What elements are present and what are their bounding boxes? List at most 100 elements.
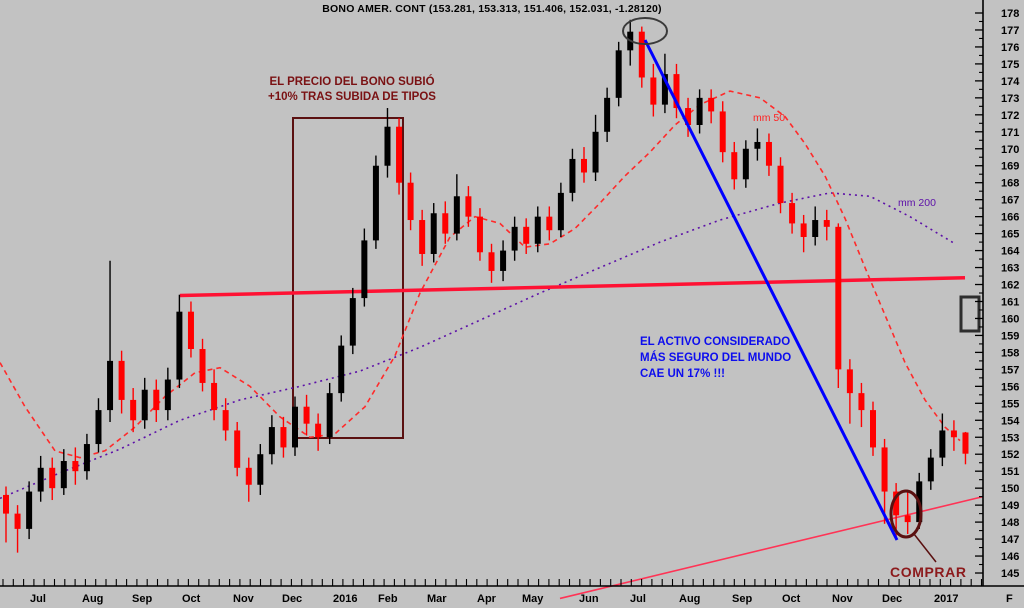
candle-body xyxy=(581,158,587,173)
y-axis-label: 163 xyxy=(1001,263,1019,275)
candle-body xyxy=(338,345,345,394)
candle-body xyxy=(904,515,911,523)
mm50-curve xyxy=(0,90,961,459)
y-axis-label: 156 xyxy=(1001,381,1019,393)
candle-body xyxy=(488,252,495,271)
drop-annotation-line3: CAE UN 17% !!! xyxy=(640,368,725,380)
candle-body xyxy=(60,461,67,489)
candle-body xyxy=(823,220,830,227)
rally-box xyxy=(292,117,404,439)
candle-body xyxy=(523,226,530,244)
candle-body xyxy=(326,393,333,438)
buy-pointer-line xyxy=(913,533,937,563)
x-axis-label: May xyxy=(522,593,544,605)
x-axis-label: Mar xyxy=(427,593,447,605)
x-axis-label: F xyxy=(1006,593,1013,605)
candle-body xyxy=(442,213,449,234)
drop-annotation: EL ACTIVO CONSIDERADO MÁS SEGURO DEL MUN… xyxy=(640,334,791,382)
candle-body xyxy=(708,97,715,112)
candle-body xyxy=(14,513,21,529)
candle-body xyxy=(881,447,888,492)
x-axis-label: Jul xyxy=(630,593,646,605)
candle-body xyxy=(939,430,946,458)
candle-body xyxy=(176,311,183,380)
y-axis-label: 153 xyxy=(1001,432,1019,444)
candle-body xyxy=(164,379,171,411)
y-axis-label: 172 xyxy=(1001,110,1019,122)
chart-title: BONO AMER. CONT (153.281, 153.313, 151.4… xyxy=(322,3,662,15)
candle-body xyxy=(835,226,842,370)
y-axis-label: 165 xyxy=(1001,229,1019,241)
y-axis-label: 173 xyxy=(1001,93,1019,105)
candle-body xyxy=(72,461,79,472)
candle-body xyxy=(26,491,33,529)
candle-body xyxy=(962,432,969,454)
y-axis-label: 171 xyxy=(1001,127,1019,139)
candle-body xyxy=(3,494,9,514)
y-axis-label: 157 xyxy=(1001,364,1019,376)
y-axis-label: 151 xyxy=(1001,466,1019,478)
y-axis-label: 164 xyxy=(1001,246,1020,258)
y-axis-label: 158 xyxy=(1001,347,1019,359)
y-axis-label: 159 xyxy=(1001,330,1019,342)
x-axis-label: Dec xyxy=(282,593,302,605)
candle-body xyxy=(800,223,807,238)
candle-body xyxy=(95,410,102,445)
x-axis-label: Oct xyxy=(782,593,801,605)
x-axis-label: Jun xyxy=(579,593,599,605)
candle-body xyxy=(453,196,460,234)
candle-body xyxy=(384,126,391,166)
y-axis-label: 146 xyxy=(1001,551,1019,563)
y-axis-label: 161 xyxy=(1001,296,1019,308)
mm50-legend-label: mm 50 xyxy=(753,112,786,124)
x-axis-label: Oct xyxy=(182,593,201,605)
y-axis-label: 150 xyxy=(1001,483,1019,495)
candle-body xyxy=(812,220,819,238)
candle-body xyxy=(465,196,472,217)
x-axis-label: Dec xyxy=(882,593,902,605)
candle-body xyxy=(211,382,218,411)
candle-body xyxy=(141,389,148,421)
y-axis-label: 177 xyxy=(1001,25,1019,37)
candle-body xyxy=(893,491,900,516)
drop-annotation-line1: EL ACTIVO CONSIDERADO xyxy=(640,336,791,348)
support-trendline xyxy=(559,495,984,600)
y-axis-label: 174 xyxy=(1001,76,1020,88)
x-axis-label: Apr xyxy=(477,593,497,605)
candle-body xyxy=(280,427,287,448)
candle-body xyxy=(765,141,772,166)
candle-body xyxy=(37,467,44,492)
top-circle xyxy=(622,17,668,45)
candle-body xyxy=(685,108,692,126)
y-axis-label: 178 xyxy=(1001,8,1019,20)
candle-body xyxy=(222,410,229,431)
candle-body xyxy=(870,410,876,448)
y-axis-label: 160 xyxy=(1001,313,1019,325)
candle-body xyxy=(49,467,56,489)
x-axis-label: Sep xyxy=(132,593,152,605)
y-axis-label: 176 xyxy=(1001,42,1019,54)
candle-body xyxy=(396,126,403,183)
buy-circle xyxy=(889,489,923,539)
crash-trendline xyxy=(643,39,899,541)
candle-body xyxy=(199,349,206,383)
candle-body xyxy=(419,220,426,254)
candle-body xyxy=(315,423,322,438)
rally-annotation-line1: EL PRECIO DEL BONO SUBIÓ xyxy=(269,76,435,88)
candle-body xyxy=(731,152,738,180)
rally-annotation: EL PRECIO DEL BONO SUBIÓ +10% TRAS SUBID… xyxy=(268,75,436,105)
candle-body xyxy=(534,216,541,244)
x-axis-label: Jul xyxy=(30,593,46,605)
candle-body xyxy=(234,430,241,468)
candle-body xyxy=(118,360,125,400)
x-axis-label: 2017 xyxy=(934,593,958,605)
drop-annotation-line2: MÁS SEGURO DEL MUNDO xyxy=(640,352,792,364)
candle-body xyxy=(650,77,657,105)
y-axis-label: 167 xyxy=(1001,195,1019,207)
candle-body xyxy=(742,148,749,180)
candle-body xyxy=(557,192,564,231)
candle-body xyxy=(349,298,356,346)
candle-body xyxy=(303,406,310,424)
resistance-line xyxy=(179,275,966,298)
